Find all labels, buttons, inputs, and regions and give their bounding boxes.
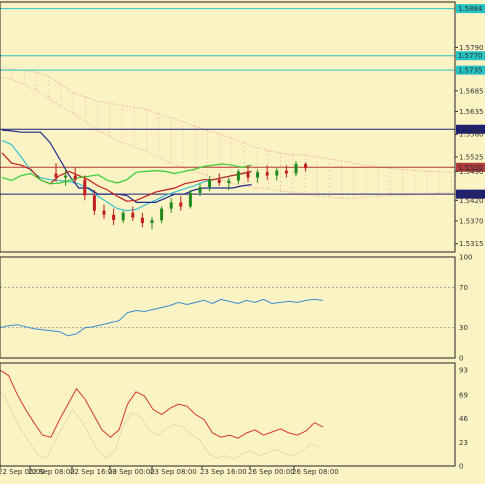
time-label: 23 Sep 08:00 xyxy=(150,468,197,476)
candle-body xyxy=(227,180,231,183)
time-label: 22 Sep 08:00 xyxy=(28,468,75,476)
price-label: 1.5370 xyxy=(459,218,484,226)
candle-body xyxy=(102,210,106,215)
pane-border xyxy=(0,1,456,253)
pane-border xyxy=(0,256,456,359)
candle-body xyxy=(160,208,164,221)
price-label: 1.5580 xyxy=(459,131,484,139)
candle-body xyxy=(83,179,87,196)
price-label: 1.5735 xyxy=(458,67,483,75)
price-label: 1.5635 xyxy=(459,108,484,116)
rsi-line xyxy=(0,298,324,337)
price-label-box xyxy=(456,124,485,134)
stochastic-line xyxy=(0,369,324,439)
price-label: 1.5790 xyxy=(459,44,484,52)
candle-body xyxy=(256,172,260,178)
time-label: 22 Sep 00:00 xyxy=(0,468,45,476)
candle-body xyxy=(54,173,58,178)
price-label-box xyxy=(456,65,485,75)
cloud-lower-span xyxy=(0,76,452,199)
candle-body xyxy=(92,195,96,211)
price-label: 1.5420 xyxy=(459,197,484,205)
candle-body xyxy=(217,179,221,183)
candle-body xyxy=(236,171,240,181)
rsi-pane[interactable] xyxy=(0,286,455,337)
rsi-axis-label: 30 xyxy=(459,324,468,332)
candle-body xyxy=(150,220,154,224)
price-label-box xyxy=(456,162,485,172)
price-pane[interactable] xyxy=(0,8,455,230)
stochastic-axis-label: 46 xyxy=(459,415,468,423)
candle-body xyxy=(198,187,202,193)
stochastic-axis-label: 93 xyxy=(459,367,468,375)
stochastic-axis-label: 23 xyxy=(459,439,468,447)
price-label: 1.5685 xyxy=(459,87,484,95)
time-label: 23 Sep 16:00 xyxy=(200,468,247,476)
candle-body xyxy=(112,214,116,221)
candle-body xyxy=(131,212,135,218)
pane-border xyxy=(0,362,456,467)
price-label: 1.5592 xyxy=(458,126,483,134)
time-label: 22 Sep 16:00 xyxy=(70,468,117,476)
candle-body xyxy=(246,171,250,178)
time-label: 26 Sep 00:00 xyxy=(248,468,295,476)
chikou-line xyxy=(1,163,252,185)
stochastic-signal-line xyxy=(0,392,320,460)
candle-body xyxy=(265,172,269,176)
price-label-box xyxy=(456,189,485,199)
candle-body xyxy=(73,175,77,180)
rsi-axis-label: 0 xyxy=(459,355,463,363)
price-label: 1.5315 xyxy=(459,240,484,248)
stochastic-axis-label: 0 xyxy=(459,463,463,471)
candle-body xyxy=(188,192,192,207)
stochastic-axis-label: 69 xyxy=(459,391,468,399)
time-label: 23 Sep 00:00 xyxy=(108,468,155,476)
candle-body xyxy=(284,170,288,174)
candle-body xyxy=(304,163,308,169)
stochastic-pane[interactable] xyxy=(0,369,324,460)
candle-body xyxy=(294,163,298,174)
price-label: 1.5525 xyxy=(459,153,484,161)
candle-body xyxy=(208,179,212,188)
candle-body xyxy=(179,202,183,207)
candle-body xyxy=(140,217,144,224)
price-label-box xyxy=(456,51,485,61)
candle-body xyxy=(121,212,125,221)
price-label: 1.5770 xyxy=(458,52,483,60)
rsi-axis-label: 100 xyxy=(459,254,472,262)
rsi-axis-label: 70 xyxy=(459,284,468,292)
price-label: 1.5435 xyxy=(458,191,483,199)
price-label: 1.5884 xyxy=(458,5,483,13)
price-label: 1.5500 xyxy=(458,164,483,172)
time-label: 26 Sep 08:00 xyxy=(292,468,339,476)
candle-body xyxy=(169,202,173,209)
price-label: 1.5490 xyxy=(459,168,484,176)
candle-body xyxy=(64,175,68,178)
candle-body xyxy=(275,170,279,176)
price-label-box xyxy=(456,4,485,14)
cloud-upper-span xyxy=(0,68,452,173)
